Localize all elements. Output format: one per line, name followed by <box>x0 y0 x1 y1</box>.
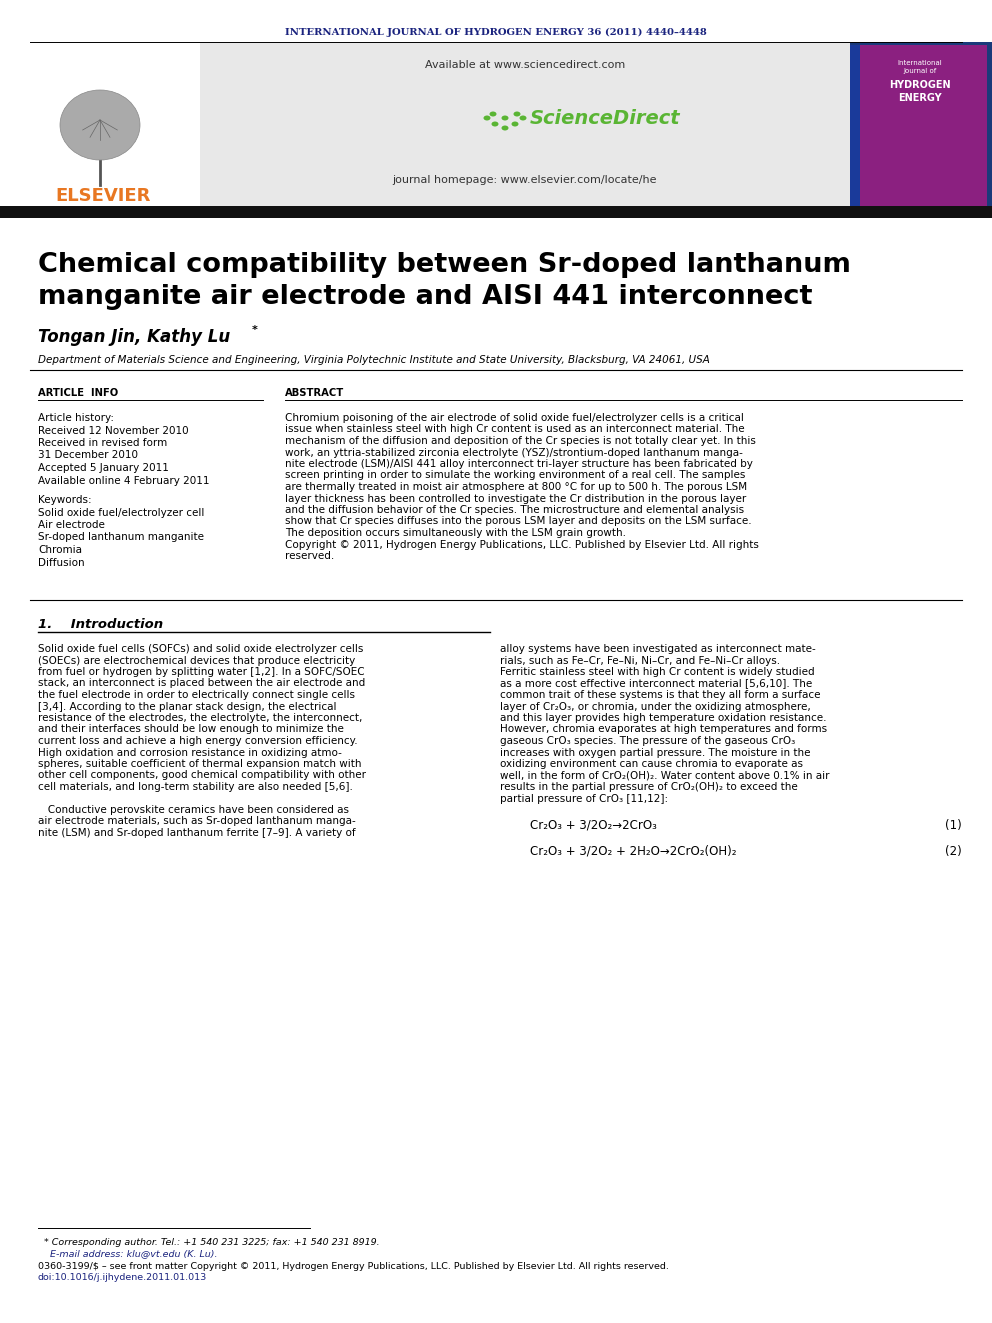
Bar <box>850 42 992 210</box>
Text: rials, such as Fe–Cr, Fe–Ni, Ni–Cr, and Fe–Ni–Cr alloys.: rials, such as Fe–Cr, Fe–Ni, Ni–Cr, and … <box>500 655 780 665</box>
Ellipse shape <box>502 126 509 131</box>
Ellipse shape <box>502 115 509 120</box>
Bar <box>200 42 850 210</box>
Text: well, in the form of CrO₂(OH)₂. Water content above 0.1% in air: well, in the form of CrO₂(OH)₂. Water co… <box>500 770 829 781</box>
Text: International
Journal of: International Journal of <box>898 60 942 74</box>
Bar <box>855 45 987 206</box>
Text: * Corresponding author. Tel.: +1 540 231 3225; fax: +1 540 231 8919.: * Corresponding author. Tel.: +1 540 231… <box>38 1238 380 1248</box>
Text: 31 December 2010: 31 December 2010 <box>38 451 138 460</box>
Text: Accepted 5 January 2011: Accepted 5 January 2011 <box>38 463 169 474</box>
Text: results in the partial pressure of CrO₂(OH)₂ to exceed the: results in the partial pressure of CrO₂(… <box>500 782 798 792</box>
Text: Chemical compatibility between Sr-doped lanthanum: Chemical compatibility between Sr-doped … <box>38 251 851 278</box>
Text: gaseous CrO₃ species. The pressure of the gaseous CrO₃: gaseous CrO₃ species. The pressure of th… <box>500 736 796 746</box>
Text: Conductive perovskite ceramics have been considered as: Conductive perovskite ceramics have been… <box>38 804 349 815</box>
Bar <box>0 42 200 210</box>
Text: High oxidation and corrosion resistance in oxidizing atmo-: High oxidation and corrosion resistance … <box>38 747 342 758</box>
Text: stack, an interconnect is placed between the air electrode and: stack, an interconnect is placed between… <box>38 679 365 688</box>
Text: are thermally treated in moist air atmosphere at 800 °C for up to 500 h. The por: are thermally treated in moist air atmos… <box>285 482 747 492</box>
Text: cell materials, and long-term stability are also needed [5,6].: cell materials, and long-term stability … <box>38 782 353 792</box>
Text: increases with oxygen partial pressure. The moisture in the: increases with oxygen partial pressure. … <box>500 747 810 758</box>
Text: Tongan Jin, Kathy Lu: Tongan Jin, Kathy Lu <box>38 328 230 347</box>
Text: (2): (2) <box>945 845 962 859</box>
Text: work, an yttria-stabilized zirconia electrolyte (YSZ)/strontium-doped lanthanum : work, an yttria-stabilized zirconia elec… <box>285 447 743 458</box>
Text: Air electrode: Air electrode <box>38 520 105 531</box>
Text: ARTICLE  INFO: ARTICLE INFO <box>38 388 118 398</box>
Text: Cr₂O₃ + 3/2O₂→2CrO₃: Cr₂O₃ + 3/2O₂→2CrO₃ <box>530 819 657 832</box>
Text: Copyright © 2011, Hydrogen Energy Publications, LLC. Published by Elsevier Ltd. : Copyright © 2011, Hydrogen Energy Public… <box>285 540 759 549</box>
Text: layer thickness has been controlled to investigate the Cr distribution in the po: layer thickness has been controlled to i… <box>285 493 746 504</box>
Text: Sr-doped lanthanum manganite: Sr-doped lanthanum manganite <box>38 532 204 542</box>
Text: E-mail address: klu@vt.edu (K. Lu).: E-mail address: klu@vt.edu (K. Lu). <box>38 1249 217 1258</box>
Bar <box>850 45 860 206</box>
Text: and the diffusion behavior of the Cr species. The microstructure and elemental a: and the diffusion behavior of the Cr spe… <box>285 505 744 515</box>
Text: Solid oxide fuel/electrolyzer cell: Solid oxide fuel/electrolyzer cell <box>38 508 204 517</box>
Text: Available at www.sciencedirect.com: Available at www.sciencedirect.com <box>425 60 625 70</box>
Text: Available online 4 February 2011: Available online 4 February 2011 <box>38 475 209 486</box>
Text: issue when stainless steel with high Cr content is used as an interconnect mater: issue when stainless steel with high Cr … <box>285 425 745 434</box>
Text: mechanism of the diffusion and deposition of the Cr species is not totally clear: mechanism of the diffusion and depositio… <box>285 437 756 446</box>
Text: current loss and achieve a high energy conversion efficiency.: current loss and achieve a high energy c… <box>38 736 358 746</box>
Ellipse shape <box>514 111 521 116</box>
Text: common trait of these systems is that they all form a surface: common trait of these systems is that th… <box>500 691 820 700</box>
Text: reserved.: reserved. <box>285 550 334 561</box>
Text: and their interfaces should be low enough to minimize the: and their interfaces should be low enoug… <box>38 725 344 734</box>
Text: (1): (1) <box>945 819 962 832</box>
Text: Received in revised form: Received in revised form <box>38 438 168 448</box>
Text: other cell components, good chemical compatibility with other: other cell components, good chemical com… <box>38 770 366 781</box>
Text: Solid oxide fuel cells (SOFCs) and solid oxide electrolyzer cells: Solid oxide fuel cells (SOFCs) and solid… <box>38 644 363 654</box>
Text: from fuel or hydrogen by splitting water [1,2]. In a SOFC/SOEC: from fuel or hydrogen by splitting water… <box>38 667 365 677</box>
Text: as a more cost effective interconnect material [5,6,10]. The: as a more cost effective interconnect ma… <box>500 679 812 688</box>
Text: [3,4]. According to the planar stack design, the electrical: [3,4]. According to the planar stack des… <box>38 701 336 712</box>
Text: (SOECs) are electrochemical devices that produce electricity: (SOECs) are electrochemical devices that… <box>38 655 355 665</box>
Text: the fuel electrode in order to electrically connect single cells: the fuel electrode in order to electrica… <box>38 691 355 700</box>
Ellipse shape <box>520 115 527 120</box>
Text: Received 12 November 2010: Received 12 November 2010 <box>38 426 188 435</box>
Text: The deposition occurs simultaneously with the LSM grain growth.: The deposition occurs simultaneously wit… <box>285 528 626 538</box>
Text: Department of Materials Science and Engineering, Virginia Polytechnic Institute : Department of Materials Science and Engi… <box>38 355 710 365</box>
Text: Diffusion: Diffusion <box>38 557 84 568</box>
Ellipse shape <box>483 115 490 120</box>
Ellipse shape <box>491 122 499 127</box>
Text: ELSEVIER: ELSEVIER <box>55 187 151 205</box>
Text: Ferritic stainless steel with high Cr content is widely studied: Ferritic stainless steel with high Cr co… <box>500 667 814 677</box>
Ellipse shape <box>60 90 140 160</box>
Text: However, chromia evaporates at high temperatures and forms: However, chromia evaporates at high temp… <box>500 725 827 734</box>
Ellipse shape <box>489 111 497 116</box>
Text: manganite air electrode and AISI 441 interconnect: manganite air electrode and AISI 441 int… <box>38 284 812 310</box>
Text: ABSTRACT: ABSTRACT <box>285 388 344 398</box>
Text: Chromia: Chromia <box>38 545 82 556</box>
Text: show that Cr species diffuses into the porous LSM layer and deposits on the LSM : show that Cr species diffuses into the p… <box>285 516 752 527</box>
Text: Cr₂O₃ + 3/2O₂ + 2H₂O→2CrO₂(OH)₂: Cr₂O₃ + 3/2O₂ + 2H₂O→2CrO₂(OH)₂ <box>530 845 736 859</box>
Text: spheres, suitable coefficient of thermal expansion match with: spheres, suitable coefficient of thermal… <box>38 759 361 769</box>
Text: Article history:: Article history: <box>38 413 114 423</box>
Text: Keywords:: Keywords: <box>38 495 91 505</box>
Text: air electrode materials, such as Sr-doped lanthanum manga-: air electrode materials, such as Sr-dope… <box>38 816 356 827</box>
Text: nite electrode (LSM)/AISI 441 alloy interconnect tri-layer structure has been fa: nite electrode (LSM)/AISI 441 alloy inte… <box>285 459 753 468</box>
Text: 1.    Introduction: 1. Introduction <box>38 618 163 631</box>
Text: ScienceDirect: ScienceDirect <box>530 108 681 127</box>
Bar <box>0 206 992 218</box>
Text: 0360-3199/$ – see front matter Copyright © 2011, Hydrogen Energy Publications, L: 0360-3199/$ – see front matter Copyright… <box>38 1262 669 1271</box>
Text: doi:10.1016/j.ijhydene.2011.01.013: doi:10.1016/j.ijhydene.2011.01.013 <box>38 1273 207 1282</box>
Text: nite (LSM) and Sr-doped lanthanum ferrite [7–9]. A variety of: nite (LSM) and Sr-doped lanthanum ferrit… <box>38 828 355 837</box>
Text: resistance of the electrodes, the electrolyte, the interconnect,: resistance of the electrodes, the electr… <box>38 713 362 722</box>
Text: HYDROGEN
ENERGY: HYDROGEN ENERGY <box>889 79 950 103</box>
Text: INTERNATIONAL JOURNAL OF HYDROGEN ENERGY 36 (2011) 4440–4448: INTERNATIONAL JOURNAL OF HYDROGEN ENERGY… <box>285 28 707 37</box>
Text: *: * <box>252 325 258 335</box>
Text: layer of Cr₂O₃, or chromia, under the oxidizing atmosphere,: layer of Cr₂O₃, or chromia, under the ox… <box>500 701 810 712</box>
Text: alloy systems have been investigated as interconnect mate-: alloy systems have been investigated as … <box>500 644 815 654</box>
Text: Chromium poisoning of the air electrode of solid oxide fuel/electrolyzer cells i: Chromium poisoning of the air electrode … <box>285 413 744 423</box>
Text: and this layer provides high temperature oxidation resistance.: and this layer provides high temperature… <box>500 713 826 722</box>
Text: screen printing in order to simulate the working environment of a real cell. The: screen printing in order to simulate the… <box>285 471 745 480</box>
Ellipse shape <box>512 122 519 127</box>
Text: journal homepage: www.elsevier.com/locate/he: journal homepage: www.elsevier.com/locat… <box>393 175 658 185</box>
Text: oxidizing environment can cause chromia to evaporate as: oxidizing environment can cause chromia … <box>500 759 803 769</box>
Text: partial pressure of CrO₃ [11,12]:: partial pressure of CrO₃ [11,12]: <box>500 794 669 803</box>
